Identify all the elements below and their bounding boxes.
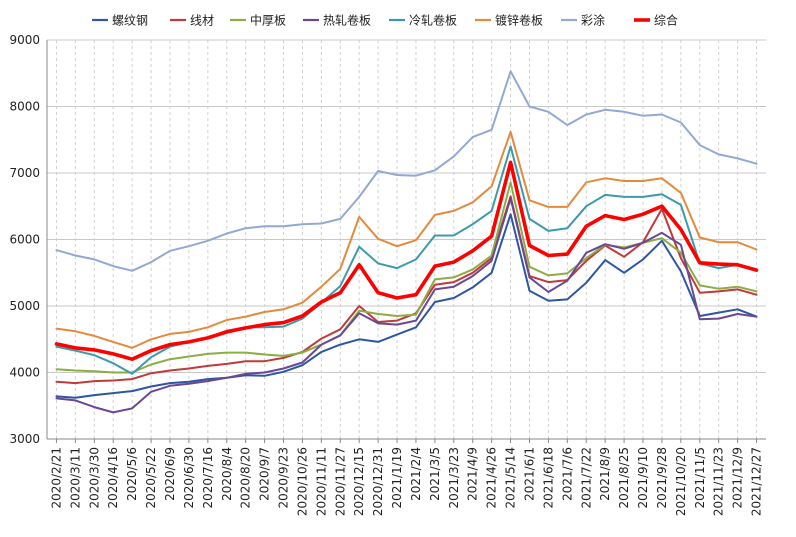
chart-legend: 螺纹钢 线材 中厚板 热轧卷板 冷轧卷板 镀锌卷板 彩涂 综合 — [92, 13, 678, 28]
x-tick-label: 2021/4/26 — [485, 447, 499, 509]
x-tick-label: 2020/2/21 — [49, 447, 63, 509]
legend-label: 线材 — [190, 14, 214, 28]
x-tick-label: 2021/6/18 — [541, 447, 555, 509]
y-tick-label: 8000 — [9, 100, 40, 114]
x-axis-ticks: 2020/2/21 2020/3/11 2020/3/30 2020/4/16 2020… — [49, 447, 763, 516]
y-tick-label: 4000 — [9, 366, 40, 380]
x-tick-label: 2020/3/11 — [68, 447, 82, 509]
legend-label: 综合 — [654, 13, 678, 28]
series-line — [55, 197, 758, 414]
legend-label: 中厚板 — [250, 13, 286, 28]
x-tick-label: 2020/10/26 — [295, 447, 309, 516]
y-tick-label: 3000 — [9, 432, 40, 446]
x-tick-label: 2020/9/23 — [277, 447, 291, 509]
x-tick-label: 2021/3/5 — [428, 447, 442, 501]
x-tick-label: 2021/10/20 — [674, 447, 688, 516]
x-tick-label: 2020/3/30 — [87, 447, 101, 509]
x-tick-label: 2020/8/20 — [239, 447, 253, 509]
legend-label: 螺纹钢 — [112, 14, 148, 28]
x-tick-label: 2020/4/16 — [106, 447, 120, 509]
x-tick-label: 2020/11/27 — [333, 447, 347, 516]
x-tick-label: 2021/4/9 — [466, 447, 480, 501]
x-tick-label: 2021/9/28 — [655, 447, 669, 509]
legend-label: 冷轧卷板 — [409, 13, 457, 28]
x-tick-label: 2020/7/16 — [201, 447, 215, 509]
x-tick-label: 2021/7/22 — [579, 447, 593, 509]
x-tick-label: 2021/11/5 — [693, 447, 707, 509]
y-axis-ticks: 3000 4000 5000 6000 7000 8000 9000 — [9, 33, 40, 446]
series-line — [55, 130, 758, 349]
legend-label: 热轧卷板 — [323, 13, 371, 28]
axes — [46, 40, 766, 443]
series-line — [55, 70, 758, 272]
series-lines — [54, 70, 759, 414]
y-tick-label: 5000 — [9, 299, 40, 313]
x-tick-label: 2021/9/10 — [636, 447, 650, 509]
y-tick-label: 6000 — [9, 233, 40, 247]
x-tick-label: 2021/12/27 — [750, 447, 764, 516]
series-line — [54, 160, 759, 362]
x-tick-label: 2021/6/1 — [522, 447, 536, 501]
x-tick-label: 2021/7/6 — [560, 447, 574, 501]
x-tick-label: 2021/2/4 — [409, 447, 423, 501]
x-tick-label: 2020/12/31 — [371, 447, 385, 516]
y-tick-label: 9000 — [9, 33, 40, 47]
x-tick-label: 2020/12/15 — [352, 447, 366, 516]
x-tick-label: 2021/1/19 — [390, 447, 404, 509]
x-tick-label: 2020/5/6 — [125, 447, 139, 501]
legend-label: 镀锌卷板 — [495, 13, 543, 28]
y-tick-label: 7000 — [9, 166, 40, 180]
x-tick-label: 2020/11/11 — [314, 447, 328, 516]
x-tick-label: 2020/6/30 — [182, 447, 196, 509]
x-tick-label: 2021/12/9 — [731, 447, 745, 509]
x-tick-label: 2020/5/22 — [144, 447, 158, 509]
legend-label: 彩涂 — [581, 13, 605, 28]
x-tick-label: 2021/3/23 — [447, 447, 461, 509]
x-tick-label: 2021/8/25 — [617, 447, 631, 509]
series-line — [55, 213, 758, 399]
x-tick-label: 2020/9/7 — [258, 447, 272, 501]
x-tick-label: 2021/8/9 — [598, 447, 612, 501]
x-tick-label: 2021/11/23 — [712, 447, 726, 516]
x-tick-label: 2021/5/14 — [504, 447, 518, 509]
x-tick-label: 2020/8/4 — [220, 447, 234, 501]
x-tick-label: 2020/6/9 — [163, 447, 177, 501]
